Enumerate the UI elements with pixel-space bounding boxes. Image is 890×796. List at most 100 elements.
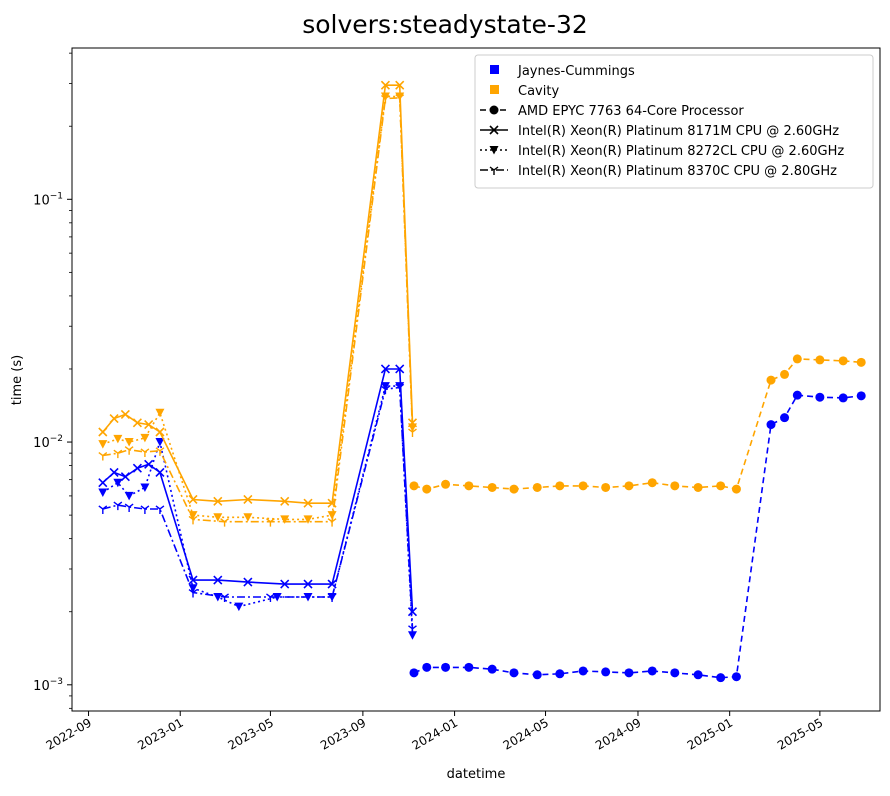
data-point bbox=[140, 448, 150, 457]
data-point bbox=[395, 80, 405, 90]
data-point bbox=[280, 579, 290, 589]
data-point bbox=[766, 420, 776, 430]
data-point bbox=[188, 575, 198, 585]
data-point bbox=[120, 409, 130, 419]
data-point bbox=[140, 483, 150, 492]
data-point bbox=[381, 385, 390, 395]
data-point bbox=[441, 479, 451, 489]
data-point bbox=[395, 94, 405, 103]
data-point bbox=[98, 451, 108, 461]
data-point bbox=[487, 664, 497, 674]
data-point bbox=[381, 94, 390, 104]
data-point bbox=[408, 428, 417, 438]
legend-marker bbox=[489, 146, 499, 155]
data-point bbox=[109, 413, 119, 424]
series-line bbox=[102, 386, 414, 629]
legend: Jaynes-Cummings Cavity AMD EPYC 7763 64-Co… bbox=[474, 54, 874, 189]
data-point bbox=[124, 503, 134, 513]
data-point bbox=[395, 364, 405, 374]
legend-label: Intel(R) Xeon(R) Platinum 8171M CPU @ 2.… bbox=[518, 124, 839, 139]
data-point bbox=[155, 467, 165, 477]
data-point bbox=[716, 673, 726, 683]
legend-label: Jaynes-Cummings bbox=[517, 64, 635, 79]
data-point bbox=[407, 631, 417, 640]
legend-entry: Intel(R) Xeon(R) Platinum 8370C CPU @ 2.… bbox=[480, 164, 837, 179]
data-point bbox=[220, 593, 229, 602]
data-point bbox=[792, 354, 802, 364]
data-point bbox=[113, 478, 123, 488]
legend-swatch bbox=[490, 65, 499, 74]
data-point bbox=[266, 518, 275, 527]
data-point bbox=[395, 382, 405, 391]
data-point bbox=[234, 602, 244, 612]
data-point bbox=[532, 670, 542, 680]
legend-label: Intel(R) Xeon(R) Platinum 8272CL CPU @ 2… bbox=[518, 144, 844, 159]
data-point bbox=[113, 449, 123, 459]
data-point bbox=[731, 672, 741, 682]
data-point bbox=[555, 669, 565, 679]
legend-entry: Cavity bbox=[490, 84, 559, 99]
data-point bbox=[188, 588, 198, 598]
data-point bbox=[624, 481, 634, 491]
data-point bbox=[409, 668, 419, 678]
data-point bbox=[220, 518, 229, 527]
data-point bbox=[113, 501, 123, 511]
data-point bbox=[213, 513, 223, 522]
data-point bbox=[792, 390, 802, 400]
data-point bbox=[407, 607, 418, 617]
data-point bbox=[647, 666, 657, 676]
data-point bbox=[838, 393, 848, 403]
legend-label: Intel(R) Xeon(R) Platinum 8370C CPU @ 2.… bbox=[518, 164, 837, 179]
data-point bbox=[815, 392, 825, 402]
data-point bbox=[124, 491, 134, 501]
data-point bbox=[213, 575, 223, 585]
data-point bbox=[243, 577, 253, 587]
data-point bbox=[856, 391, 866, 401]
data-point bbox=[188, 494, 198, 505]
data-point bbox=[188, 511, 198, 520]
legend-swatch bbox=[490, 85, 499, 94]
data-point bbox=[624, 668, 634, 678]
data-point bbox=[578, 666, 588, 676]
data-point bbox=[731, 484, 741, 494]
data-point bbox=[98, 427, 108, 437]
data-point bbox=[464, 481, 474, 491]
series-layer bbox=[98, 80, 866, 683]
data-point bbox=[601, 482, 611, 492]
data-point bbox=[303, 498, 313, 508]
data-point bbox=[780, 413, 790, 423]
legend-marker bbox=[489, 125, 499, 135]
data-point bbox=[266, 593, 275, 602]
data-point bbox=[144, 459, 154, 469]
legend-frame bbox=[474, 54, 874, 189]
data-point bbox=[327, 593, 337, 602]
data-point bbox=[124, 446, 134, 455]
legend-label: AMD EPYC 7763 64-Core Processor bbox=[518, 104, 744, 119]
data-point bbox=[856, 357, 866, 367]
data-point bbox=[509, 668, 519, 678]
data-point bbox=[395, 92, 405, 102]
data-point bbox=[327, 511, 337, 520]
data-point bbox=[132, 418, 142, 428]
data-point bbox=[555, 481, 565, 491]
series-jaynes-cummings-8171m bbox=[98, 364, 418, 617]
y-axis-label: time (s) bbox=[10, 355, 25, 405]
data-point bbox=[113, 434, 123, 444]
data-point bbox=[693, 482, 703, 492]
data-point bbox=[422, 484, 432, 494]
legend-entry: AMD EPYC 7763 64-Core Processor bbox=[480, 104, 744, 119]
data-point bbox=[140, 505, 150, 514]
data-point bbox=[601, 667, 611, 677]
legend-entry: Jaynes-Cummings bbox=[490, 64, 635, 79]
data-point bbox=[280, 515, 290, 524]
data-point bbox=[188, 584, 198, 593]
data-point bbox=[716, 481, 726, 491]
data-point bbox=[441, 662, 451, 672]
data-point bbox=[532, 482, 542, 492]
data-point bbox=[132, 463, 142, 473]
x-axis-label: datetime bbox=[447, 767, 506, 782]
data-point bbox=[327, 518, 337, 527]
series-line bbox=[102, 96, 414, 523]
